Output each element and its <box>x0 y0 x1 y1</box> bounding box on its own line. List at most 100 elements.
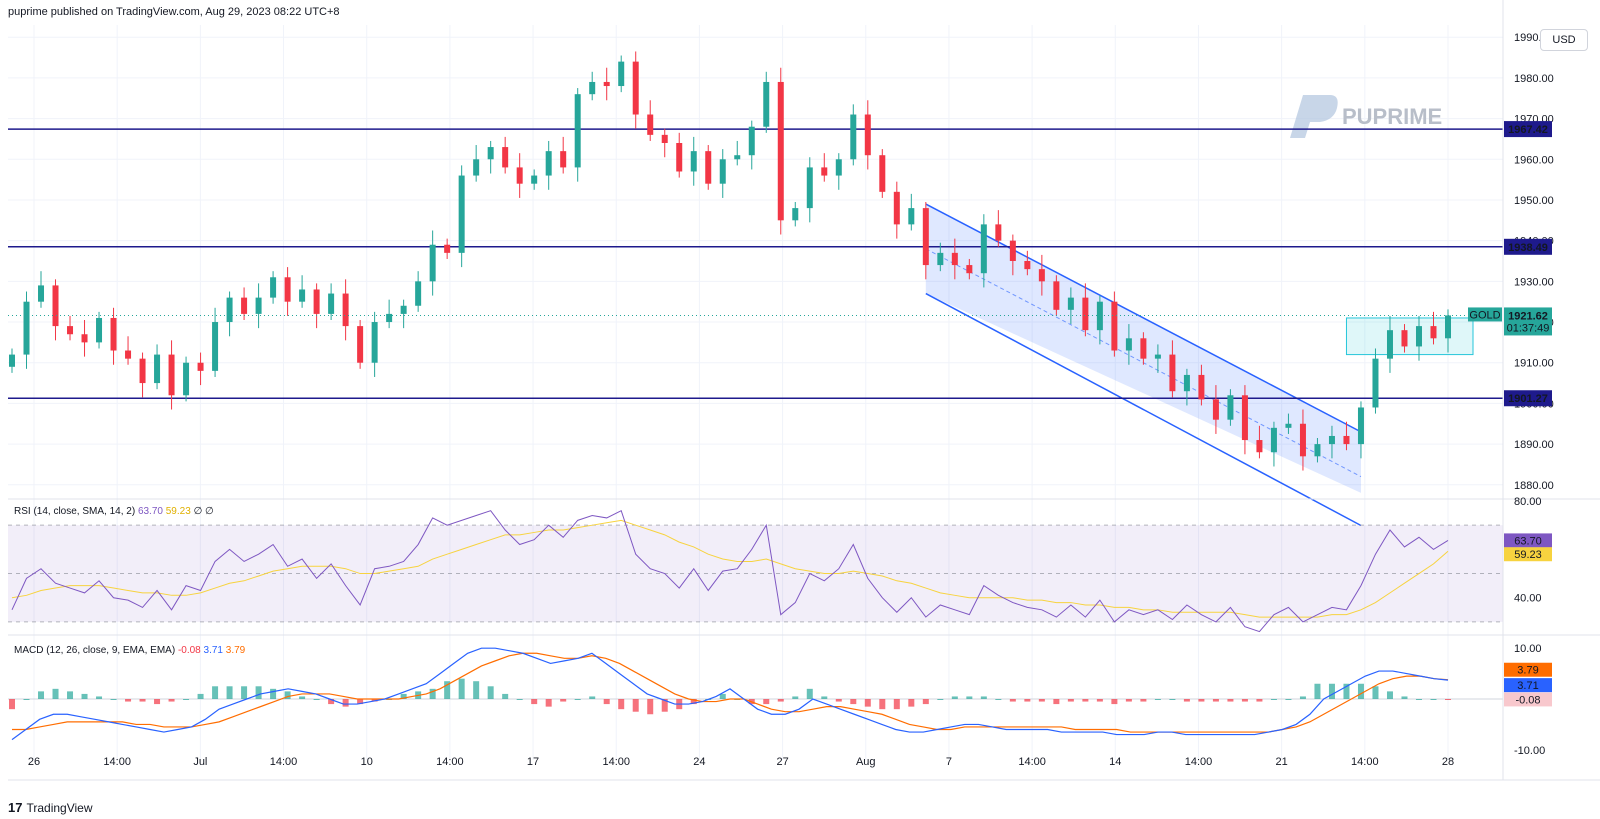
macd-histogram-bar <box>1053 699 1060 705</box>
candle-body <box>937 252 944 266</box>
candle-body <box>328 293 335 314</box>
rsi-title-text: RSI (14, close, SMA, 14, 2) <box>14 506 138 517</box>
macd-histogram-bar <box>1328 683 1335 699</box>
time-tick-label: 10 <box>361 756 373 768</box>
candle-body <box>835 159 842 176</box>
candle-body <box>473 159 480 176</box>
candle-body <box>1445 315 1451 339</box>
candle-body <box>357 326 364 363</box>
candle-body <box>386 313 393 323</box>
macd-histogram-bar <box>473 681 480 699</box>
last-price-label: 1921.62 <box>1508 310 1548 322</box>
candle-body <box>777 81 784 221</box>
puprime-logo-icon <box>1290 95 1338 138</box>
macd-histogram-bar <box>502 693 509 699</box>
price-tick-label: 1960.00 <box>1514 154 1554 166</box>
candle-body <box>342 293 349 327</box>
rsi-pane: RSI (14, close, SMA, 14, 2) 63.70 59.23 … <box>8 506 1503 633</box>
candle-body <box>1009 240 1016 261</box>
macd-histogram-bar <box>197 693 204 699</box>
macd-histogram-bar <box>328 699 335 705</box>
macd-histogram-bar <box>1386 691 1393 699</box>
macd-histogram-bar <box>1314 683 1321 699</box>
symbol-label: GOLD <box>1469 309 1500 321</box>
macd-histogram-bar <box>67 691 74 699</box>
candle-body <box>1343 435 1350 445</box>
time-tick-label: Jul <box>193 756 207 768</box>
macd-histogram-bar <box>908 699 915 707</box>
candle-body <box>618 61 625 87</box>
time-tick-label: 14:00 <box>602 756 630 768</box>
candle-body <box>531 175 538 184</box>
candle-body <box>299 289 306 302</box>
time-tick-label: Aug <box>856 756 876 768</box>
macd-histogram-bar <box>226 686 233 699</box>
candle-body <box>313 289 320 314</box>
candle-body <box>560 151 567 168</box>
macd-histogram-bar <box>1009 699 1016 702</box>
macd-tick-label: -10.00 <box>1514 745 1545 757</box>
tradingview-brand[interactable]: TradingView <box>26 800 93 815</box>
candle-body <box>1401 330 1408 347</box>
macd-hist-tag-label: -0.08 <box>1515 694 1540 706</box>
candle-body <box>226 297 233 323</box>
candle-body <box>792 208 799 221</box>
macd-histogram-bar <box>937 699 944 700</box>
candle-body <box>444 244 451 253</box>
macd-histogram-bar <box>1285 699 1292 700</box>
price-tick-label: 1880.00 <box>1514 480 1554 492</box>
rsi-sma-tag <box>1504 547 1552 562</box>
rsi-sma-tag-label: 59.23 <box>1514 549 1542 561</box>
macd-histogram-bar <box>661 699 668 712</box>
currency-button[interactable]: USD <box>1540 29 1588 51</box>
candle-body <box>980 224 987 274</box>
candle-body <box>821 167 828 176</box>
macd-histogram-bar <box>516 699 523 700</box>
macd-histogram-bar <box>96 696 103 699</box>
puprime-watermark: PUPRIME <box>1290 95 1442 138</box>
price-tick-label: 1890.00 <box>1514 439 1554 451</box>
candle-body <box>1328 435 1335 445</box>
candle-body <box>1111 301 1118 351</box>
axes: 1990.001980.001970.001960.001950.001940.… <box>8 0 1600 781</box>
last-price-tag <box>1504 307 1552 336</box>
price-tick-label: 1980.00 <box>1514 73 1554 85</box>
rsi-tick-label: 80.00 <box>1514 496 1542 508</box>
macd-title-text: MACD (12, 26, close, 9, EMA, EMA) <box>14 645 178 656</box>
candle-body <box>125 350 132 359</box>
countdown-label: 01:37:49 <box>1507 322 1550 334</box>
rsi-title: RSI (14, close, SMA, 14, 2) 63.70 59.23 … <box>14 506 214 517</box>
candle-body <box>241 297 248 314</box>
candle-body <box>81 334 88 343</box>
candle-body <box>1082 297 1089 331</box>
macd-signal-tag-label: 3.79 <box>1517 665 1538 677</box>
candle-body <box>1314 444 1321 457</box>
macd-histogram-bar <box>879 699 886 710</box>
candle-body <box>1227 395 1234 420</box>
macd-histogram-bar <box>1372 686 1379 699</box>
macd-histogram-bar <box>966 696 973 699</box>
macd-value-tag <box>1504 678 1552 693</box>
time-tick-label: 27 <box>776 756 788 768</box>
macd-pane: MACD (12, 26, close, 9, EMA, EMA) -0.08 … <box>8 645 1503 741</box>
published-caption: puprime published on TradingView.com, Au… <box>8 6 340 18</box>
macd-histogram-bar <box>487 686 494 699</box>
macd-hist-value: -0.08 <box>178 645 204 656</box>
candle-body <box>850 114 857 160</box>
macd-histogram-bar <box>632 699 639 712</box>
macd-histogram-bar <box>1096 699 1103 702</box>
macd-histogram-bar <box>1154 699 1161 700</box>
macd-histogram-bar <box>1299 696 1306 699</box>
level-price-label: 1901.27 <box>1508 393 1548 405</box>
level-price-tag <box>1504 121 1552 138</box>
candle-body <box>1285 423 1292 428</box>
consolidation-box <box>1345 317 1474 356</box>
price-tick-label: 1910.00 <box>1514 358 1554 370</box>
macd-histogram-bar <box>9 699 15 710</box>
macd-histogram-bar <box>777 699 784 702</box>
candle-body <box>864 114 871 156</box>
macd-value: 3.71 <box>204 645 226 656</box>
candle-body <box>1169 354 1176 392</box>
macd-histogram-bar <box>342 699 349 707</box>
